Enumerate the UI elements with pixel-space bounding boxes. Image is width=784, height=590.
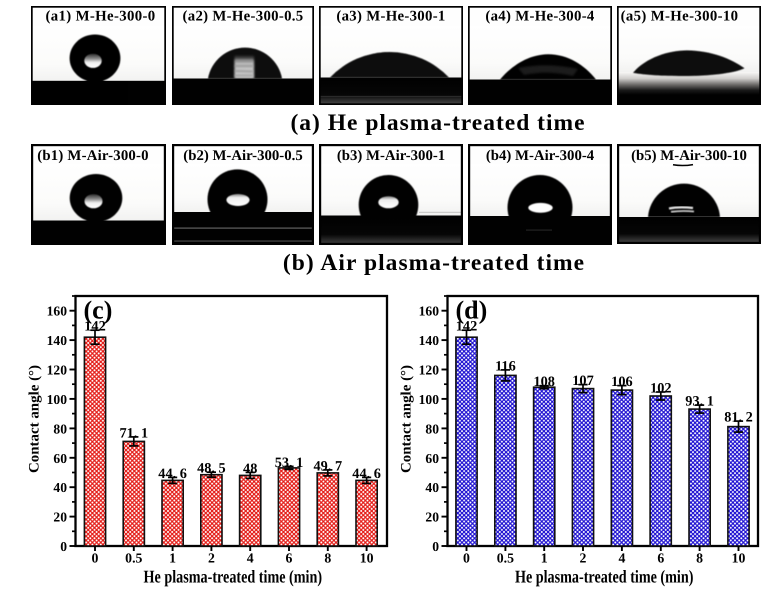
svg-text:40: 40 <box>53 480 67 495</box>
svg-text:60: 60 <box>425 451 439 466</box>
svg-text:1: 1 <box>541 551 548 566</box>
svg-text:49. 7: 49. 7 <box>314 458 343 474</box>
svg-text:1: 1 <box>169 551 176 566</box>
svg-text:116: 116 <box>495 358 516 374</box>
svg-text:(b2) M-Air-300-0.5: (b2) M-Air-300-0.5 <box>183 148 302 164</box>
svg-text:4: 4 <box>247 551 254 566</box>
svg-text:100: 100 <box>47 392 68 407</box>
svg-text:20: 20 <box>425 510 439 525</box>
svg-text:142: 142 <box>456 319 477 335</box>
svg-text:10: 10 <box>360 551 374 566</box>
svg-text:160: 160 <box>419 304 440 319</box>
svg-text:10: 10 <box>732 551 746 566</box>
svg-text:0.5: 0.5 <box>497 551 514 566</box>
svg-text:(b4) M-Air-300-4: (b4) M-Air-300-4 <box>486 148 595 164</box>
svg-text:(a5) M-He-300-10: (a5) M-He-300-10 <box>621 9 739 25</box>
svg-text:0: 0 <box>432 539 439 554</box>
svg-text:44. 6: 44. 6 <box>352 466 381 482</box>
svg-text:93. 1: 93. 1 <box>685 394 714 410</box>
svg-text:Contact angle (°): Contact angle (°) <box>27 365 43 473</box>
svg-text:140: 140 <box>47 333 68 348</box>
svg-text:(a1) M-He-300-0: (a1) M-He-300-0 <box>45 9 155 25</box>
svg-text:48: 48 <box>243 461 257 477</box>
svg-text:142: 142 <box>84 319 105 335</box>
svg-text:He plasma-treated time (min): He plasma-treated time (min) <box>144 567 323 587</box>
svg-text:Contact angle (°): Contact angle (°) <box>399 365 415 473</box>
svg-text:(b3) M-Air-300-1: (b3) M-Air-300-1 <box>337 148 445 164</box>
svg-text:120: 120 <box>419 363 440 378</box>
svg-text:100: 100 <box>419 392 440 407</box>
svg-text:0: 0 <box>92 551 99 566</box>
svg-text:71. 1: 71. 1 <box>120 425 149 441</box>
svg-text:4: 4 <box>618 551 625 566</box>
svg-text:(a3) M-He-300-1: (a3) M-He-300-1 <box>336 9 445 25</box>
svg-text:(b1) M-Air-300-0: (b1) M-Air-300-0 <box>37 148 149 164</box>
svg-text:2: 2 <box>580 551 587 566</box>
svg-text:0.5: 0.5 <box>125 551 142 566</box>
svg-text:(c): (c) <box>84 296 113 325</box>
svg-text:60: 60 <box>53 451 67 466</box>
svg-text:(a2) M-He-300-0.5: (a2) M-He-300-0.5 <box>183 9 304 25</box>
svg-text:He plasma-treated time (min): He plasma-treated time (min) <box>515 567 694 587</box>
svg-text:44. 6: 44. 6 <box>158 466 187 482</box>
svg-text:140: 140 <box>419 333 440 348</box>
svg-text:102: 102 <box>650 381 671 397</box>
svg-text:6: 6 <box>657 551 664 566</box>
svg-text:40: 40 <box>425 480 439 495</box>
svg-text:81. 2: 81. 2 <box>724 410 753 426</box>
svg-text:8: 8 <box>696 551 703 566</box>
svg-text:80: 80 <box>425 421 439 436</box>
svg-text:120: 120 <box>47 363 68 378</box>
svg-text:(b5) M-Air-300-10: (b5) M-Air-300-10 <box>631 148 747 164</box>
svg-text:2: 2 <box>208 551 215 566</box>
svg-text:107: 107 <box>572 373 593 389</box>
svg-text:20: 20 <box>53 510 67 525</box>
svg-text:108: 108 <box>533 374 554 390</box>
svg-text:0: 0 <box>60 539 67 554</box>
svg-text:0: 0 <box>463 551 470 566</box>
svg-text:80: 80 <box>53 421 67 436</box>
svg-text:8: 8 <box>324 551 331 566</box>
svg-text:106: 106 <box>611 374 632 390</box>
svg-text:160: 160 <box>47 304 68 319</box>
svg-text:53. 1: 53. 1 <box>275 455 304 471</box>
svg-text:(d): (d) <box>456 296 488 325</box>
svg-text:48. 5: 48. 5 <box>197 461 226 477</box>
svg-text:(a4) M-He-300-4: (a4) M-He-300-4 <box>485 9 595 25</box>
svg-text:6: 6 <box>286 551 293 566</box>
